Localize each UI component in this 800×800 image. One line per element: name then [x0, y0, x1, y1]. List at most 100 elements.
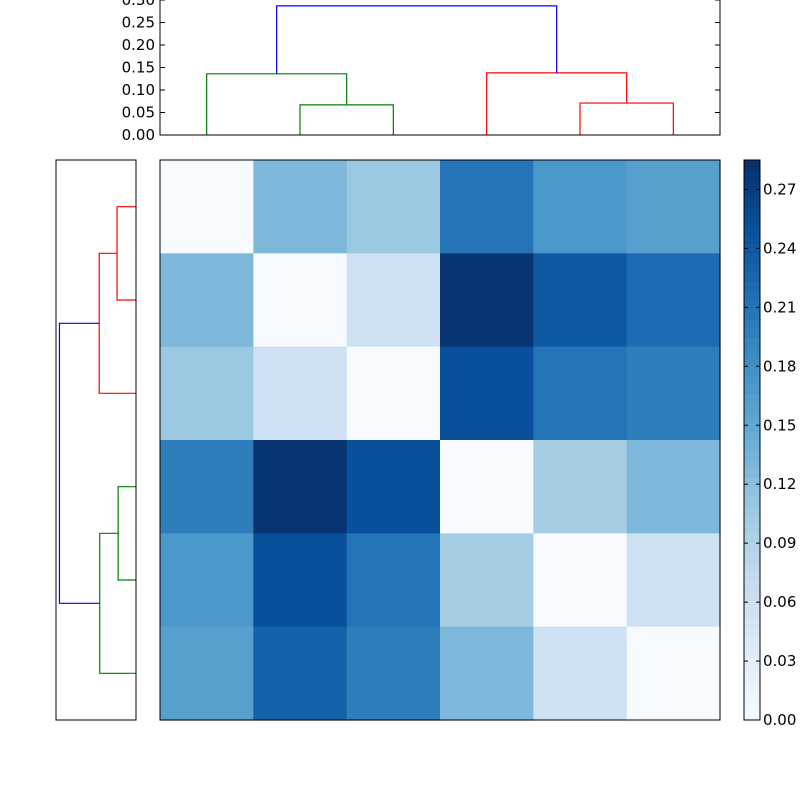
colorbar-segment	[744, 234, 760, 245]
heatmap-cell	[160, 253, 254, 348]
heatmap-cell	[440, 253, 534, 348]
colorbar-segment	[744, 328, 760, 338]
colorbar-segment	[744, 477, 760, 488]
colorbar-segment	[744, 393, 760, 404]
colorbar-segment	[744, 430, 760, 441]
colorbar-segment	[744, 486, 760, 497]
heatmap-cell	[346, 533, 441, 628]
colorbar-segment	[744, 458, 760, 469]
colorbar-segment	[744, 533, 760, 544]
heatmap-cell	[533, 626, 628, 721]
heatmap-cell	[533, 160, 628, 254]
heatmap-cell	[253, 160, 348, 254]
colorbar-segment	[744, 309, 760, 320]
colorbar-segment	[744, 468, 760, 478]
colorbar-frame	[743, 159, 761, 721]
heatmap-cell	[346, 346, 441, 441]
heatmap-cell	[533, 346, 628, 441]
heatmap-cell	[160, 533, 254, 628]
heatmap-cell	[440, 626, 534, 721]
top-dendrogram-frame	[159, 0, 721, 136]
colorbar-segment	[744, 701, 760, 712]
heatmap-cell	[626, 346, 721, 441]
colorbar-segment	[744, 225, 760, 236]
heatmap-cell	[160, 440, 254, 534]
top-y-tick-label: 0.15	[122, 59, 155, 77]
colorbar-segment	[744, 346, 760, 357]
colorbar-segment	[744, 188, 760, 198]
colorbar-tick-label: 0.27	[763, 180, 796, 198]
colorbar-segment	[744, 421, 760, 432]
left-dendrogram-link	[58, 322, 100, 604]
top-dendrogram: 0.00 0.05 0.10 0.15 0.20 0.25 0.30	[122, 0, 721, 144]
heatmap-cell	[533, 533, 628, 628]
colorbar-segment	[744, 645, 760, 656]
heatmap-cell	[440, 346, 534, 441]
colorbar-segment	[744, 673, 760, 684]
heatmap-cell	[160, 160, 254, 254]
top-y-tick-label: 0.25	[122, 14, 155, 32]
top-y-tick-label: 0.00	[122, 126, 155, 144]
heatmap-cell	[253, 440, 348, 534]
colorbar-segment	[744, 178, 760, 189]
colorbar-segment	[744, 552, 760, 562]
colorbar-tick-label: 0.24	[763, 239, 796, 257]
colorbar-tick-label: 0.09	[763, 534, 796, 552]
colorbar-segment	[744, 617, 760, 628]
heatmap-cell	[626, 533, 721, 628]
colorbar-segment	[744, 290, 760, 301]
colorbar-segment	[744, 580, 760, 590]
heatmap-cell	[253, 346, 348, 441]
colorbar-segment	[744, 281, 760, 292]
colorbar-segment	[744, 272, 760, 282]
heatmap-cell	[346, 440, 441, 534]
colorbar-segment	[744, 561, 760, 572]
colorbar-segment	[744, 412, 760, 422]
colorbar-segment	[744, 505, 760, 516]
colorbar-segment	[744, 514, 760, 525]
heatmap-cell	[626, 440, 721, 534]
top-y-tick-label: 0.20	[122, 36, 155, 54]
top-y-tick-label: 0.30	[122, 0, 155, 9]
heatmap-cell	[533, 253, 628, 348]
colorbar-segment	[744, 598, 760, 609]
colorbar-tick-label: 0.21	[763, 298, 796, 316]
colorbar-tick-label: 0.06	[763, 593, 796, 611]
left-dendrogram-link	[116, 206, 136, 301]
colorbar-segment	[744, 710, 760, 721]
colorbar-tick-label: 0.00	[763, 711, 796, 729]
colorbar-segment	[744, 654, 760, 665]
colorbar-segment	[744, 244, 760, 254]
heatmap-cell	[253, 533, 348, 628]
heatmap-matrix	[159, 159, 721, 721]
colorbar: 0.00 0.03 0.06 0.09 0.12 0.15 0.18 0.21 0.24 0.27	[743, 159, 796, 729]
heatmap-cell	[253, 626, 348, 721]
colorbar-segment	[744, 626, 760, 637]
top-y-tick-label: 0.10	[122, 81, 155, 99]
colorbar-segment	[744, 374, 760, 385]
colorbar-tick-label: 0.03	[763, 652, 796, 670]
colorbar-segment	[744, 449, 760, 460]
colorbar-segment	[744, 197, 760, 208]
colorbar-segment	[744, 608, 760, 618]
heatmap-frame	[159, 159, 721, 721]
colorbar-segment	[744, 496, 760, 506]
colorbar-segment	[744, 169, 760, 180]
colorbar-segment	[744, 318, 760, 329]
colorbar-segment	[744, 524, 760, 534]
colorbar-tick-label: 0.15	[763, 416, 796, 434]
colorbar-segment	[744, 262, 760, 273]
colorbar-segment	[744, 589, 760, 600]
heatmap-cell	[346, 626, 441, 721]
colorbar-segment	[744, 636, 760, 646]
colorbar-segment	[744, 440, 760, 450]
colorbar-segment	[744, 402, 760, 413]
top-dendrogram-link	[276, 5, 558, 74]
heatmap-cell	[440, 160, 534, 254]
heatmap-cell	[626, 253, 721, 348]
heatmap-cell	[533, 440, 628, 534]
colorbar-segment	[744, 216, 760, 226]
colorbar-segment	[744, 692, 760, 702]
colorbar-segment	[744, 206, 760, 217]
colorbar-tick-label: 0.12	[763, 475, 796, 493]
